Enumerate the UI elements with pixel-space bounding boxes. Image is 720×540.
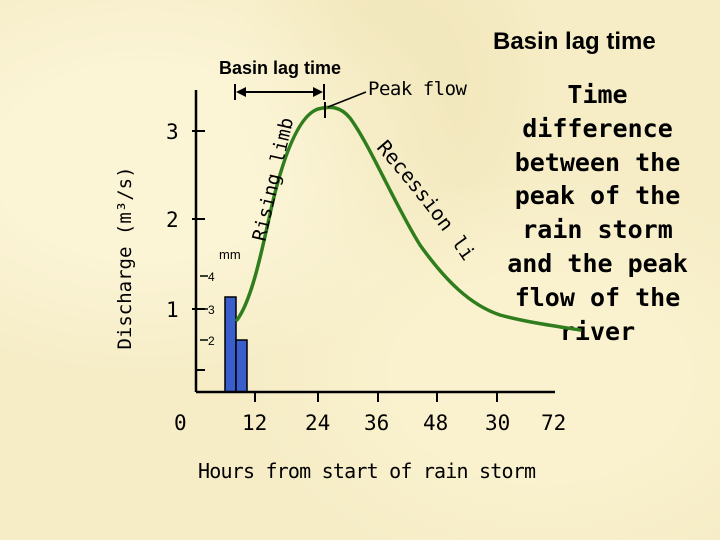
y-tick-label: 2: [166, 208, 179, 232]
x-tick-label: 48: [423, 411, 448, 435]
rain-tick-label: 4: [208, 270, 215, 284]
rain-bar: [235, 339, 248, 393]
basin-lag-label: Basin lag time: [219, 58, 341, 78]
x-tick-label: 72: [541, 411, 566, 435]
explanation-text: Time difference between the peak of the …: [507, 80, 688, 346]
rain-bar: [224, 296, 237, 393]
x-tick-label: 12: [242, 411, 267, 435]
basin-lag-arrow: [234, 84, 325, 100]
rain-tick-label: 2: [208, 334, 215, 348]
hydrograph-curve: [235, 105, 582, 332]
rain-unit-label: mm: [219, 247, 241, 262]
y-axis-label: Discharge (m³/s): [114, 166, 136, 349]
x-tick-label: 30: [485, 411, 510, 435]
y-tick-label: 3: [166, 120, 179, 144]
rain-tick-label: 3: [208, 303, 215, 317]
x-axis-label: Hours from start of rain storm: [198, 459, 536, 483]
x-tick-label: 0: [174, 411, 187, 435]
rising-limb-label: Rising limb: [248, 116, 298, 244]
peak-flow-label: Peak flow: [368, 78, 468, 100]
x-tick-label: 36: [364, 411, 389, 435]
slide-heading: Basin lag time: [493, 28, 656, 55]
peak-flow-pointer: [327, 91, 367, 108]
x-tick-label: 24: [305, 411, 330, 435]
y-tick-label: 1: [166, 298, 179, 322]
